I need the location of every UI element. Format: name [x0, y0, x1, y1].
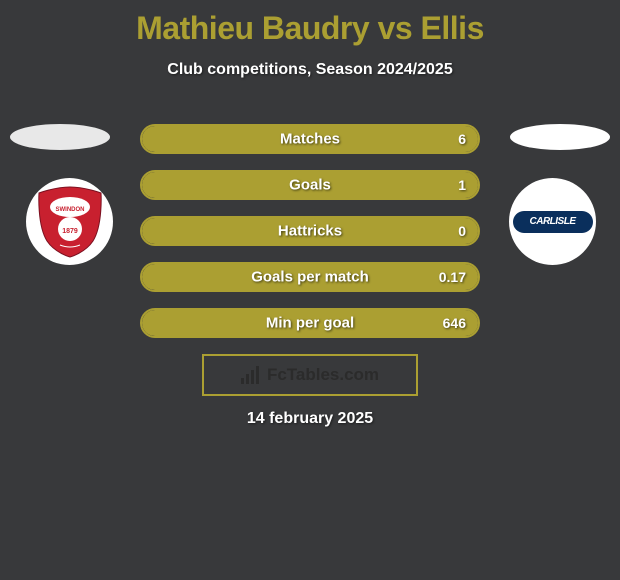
- date-text: 14 february 2025: [0, 410, 620, 428]
- page-title: Mathieu Baudry vs Ellis: [0, 0, 620, 47]
- stat-value: 646: [443, 315, 466, 331]
- right-player-oval: [510, 124, 610, 150]
- stat-row-matches: Matches 6: [140, 124, 480, 154]
- stat-value: 0.17: [439, 269, 466, 285]
- stat-row-goals-per-match: Goals per match 0.17: [140, 262, 480, 292]
- left-player-oval: [10, 124, 110, 150]
- subtitle: Club competitions, Season 2024/2025: [0, 61, 620, 79]
- stat-label: Hattricks: [278, 223, 342, 240]
- stat-label: Goals per match: [251, 269, 369, 286]
- left-team-badge: SWINDON 1879: [26, 178, 113, 265]
- stat-label: Matches: [280, 131, 340, 148]
- carlisle-logo-icon: CARLISLE: [513, 211, 593, 233]
- brand-text: FcTables.com: [267, 365, 379, 385]
- stat-label: Min per goal: [266, 315, 354, 332]
- stats-container: Matches 6 Goals 1 Hattricks 0 Goals per …: [140, 124, 480, 354]
- stat-row-hattricks: Hattricks 0: [140, 216, 480, 246]
- svg-text:1879: 1879: [62, 228, 78, 235]
- svg-text:SWINDON: SWINDON: [55, 207, 84, 213]
- swindon-crest-icon: SWINDON 1879: [35, 185, 105, 259]
- brand-box[interactable]: FcTables.com: [202, 354, 418, 396]
- stat-value: 0: [458, 223, 466, 239]
- stat-label: Goals: [289, 177, 331, 194]
- bar-chart-icon: [241, 366, 263, 384]
- stat-row-goals: Goals 1: [140, 170, 480, 200]
- stat-row-min-per-goal: Min per goal 646: [140, 308, 480, 338]
- stat-value: 6: [458, 131, 466, 147]
- stat-value: 1: [458, 177, 466, 193]
- right-team-badge: CARLISLE: [509, 178, 596, 265]
